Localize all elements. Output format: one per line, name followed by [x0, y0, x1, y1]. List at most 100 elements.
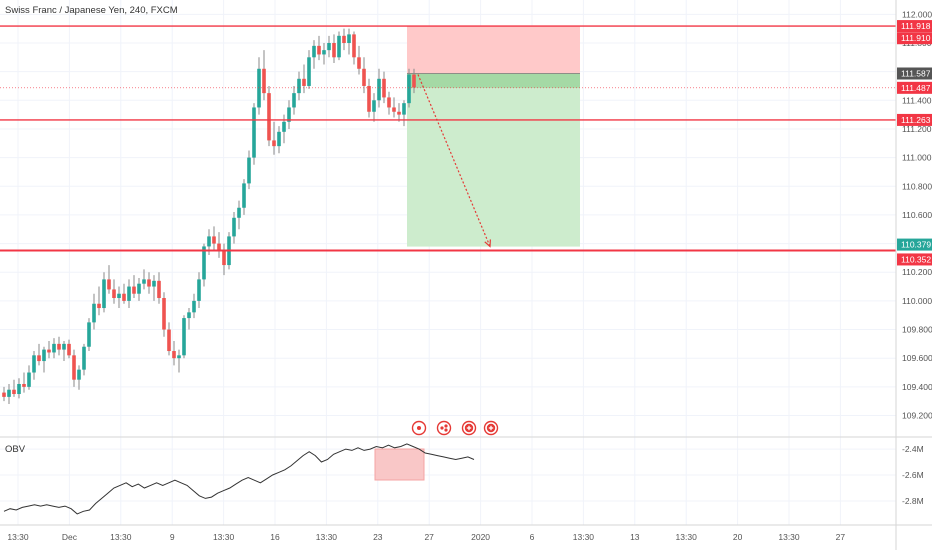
- candle-body: [317, 45, 321, 55]
- replay-toolbar[interactable]: [411, 420, 499, 436]
- obv-tick-label: -2.8M: [902, 496, 924, 506]
- candle-body: [162, 298, 166, 330]
- price-tag-label: 111.487: [901, 83, 931, 93]
- x-tick-label: Dec: [62, 532, 78, 542]
- stop-zone[interactable]: [407, 26, 580, 74]
- candle-body: [67, 343, 71, 356]
- candle-body: [122, 293, 126, 301]
- x-tick-label: 2020: [471, 532, 490, 542]
- obv-indicator: -2.4M -2.6M -2.8M: [0, 443, 924, 515]
- price-tag: 111.587: [897, 67, 932, 80]
- candle-body: [327, 42, 331, 51]
- candle-body: [352, 34, 356, 58]
- candle-body: [267, 93, 271, 141]
- candle-body: [187, 312, 191, 319]
- candle-body: [402, 103, 406, 115]
- candle-body: [52, 343, 56, 353]
- price-tag-box: [897, 253, 932, 266]
- candle-body: [387, 97, 391, 108]
- open-pnl-zone: [407, 73, 580, 88]
- y-tick-label: 111.400: [902, 95, 932, 105]
- candle-body: [242, 183, 246, 208]
- candle-body: [177, 355, 181, 359]
- candle-body: [152, 280, 156, 287]
- candle-body: [182, 318, 186, 356]
- projection-arrow-head: [484, 239, 491, 248]
- time-axis[interactable]: 13:30 Dec 13:30 9 13:30 16 13:30 23 27 2020 6 13:30…: [7, 532, 845, 542]
- obv-tick-label: -2.4M: [902, 444, 924, 454]
- price-tag-label: 110.352: [901, 254, 931, 264]
- candle-body: [302, 78, 306, 86]
- candle-body: [27, 372, 31, 387]
- candle-body: [297, 78, 301, 94]
- y-tick-label: 110.800: [902, 181, 932, 191]
- y-tick-label: 109.600: [902, 353, 932, 363]
- price-tag: 111.910: [897, 32, 932, 45]
- y-tick-label: 110.200: [902, 267, 932, 277]
- y-tick-label: 109.200: [902, 411, 932, 421]
- price-tag-box: [897, 20, 932, 33]
- price-tag-box: [897, 32, 932, 45]
- price-tag: 111.918: [897, 20, 932, 33]
- candle-body: [277, 131, 281, 147]
- position-zones[interactable]: [407, 26, 580, 247]
- x-tick-label: 13:30: [110, 532, 132, 542]
- price-tag: 111.263: [897, 113, 932, 126]
- x-tick-label: 13:30: [7, 532, 29, 542]
- y-tick-label: 111.000: [902, 153, 932, 163]
- candle-body: [12, 389, 16, 395]
- price-tag-box: [897, 238, 932, 251]
- x-tick-label: 27: [424, 532, 434, 542]
- x-tick-label: 20: [733, 532, 743, 542]
- candle-body: [392, 107, 396, 112]
- candle-body: [57, 343, 61, 350]
- candle-body: [247, 157, 251, 184]
- candle-body: [282, 121, 286, 132]
- price-tags: 111.918 111.910 111.587 111.487 111.263 110.3…: [897, 20, 932, 266]
- candle-body: [412, 74, 416, 88]
- price-tag-label: 111.587: [901, 69, 931, 79]
- candle-body: [217, 243, 221, 251]
- candle-body: [372, 100, 376, 112]
- candle-body: [127, 286, 131, 301]
- price-tag-box: [897, 67, 932, 80]
- candle-body: [97, 303, 101, 309]
- y-tick-label: 109.400: [902, 382, 932, 392]
- chart-title: Swiss Franc / Japanese Yen, 240, FXCM: [5, 5, 178, 16]
- x-tick-label: 6: [530, 532, 535, 542]
- price-tag: 110.352: [897, 253, 932, 266]
- candle-body: [377, 78, 381, 101]
- obv-line: [3, 443, 475, 515]
- candle-body: [292, 93, 296, 108]
- candle-body: [342, 35, 346, 43]
- add-icon[interactable]: [483, 420, 499, 436]
- candle-body: [137, 283, 141, 294]
- candle-body: [147, 279, 151, 287]
- projection-arrow[interactable]: [417, 74, 491, 247]
- price-tag-box: [897, 113, 932, 126]
- add-alert-icon[interactable]: [461, 420, 477, 436]
- target-zone[interactable]: [407, 73, 580, 247]
- candle-body: [92, 303, 96, 323]
- price-levels[interactable]: [0, 25, 896, 252]
- candle-body: [82, 346, 86, 370]
- candle-body: [17, 383, 21, 395]
- replay-icon[interactable]: [411, 420, 427, 436]
- candle-body: [142, 279, 146, 284]
- candle-body: [72, 355, 76, 380]
- candle-body: [357, 57, 361, 69]
- replay-options-icon[interactable]: [436, 420, 452, 436]
- candle-body: [237, 207, 241, 218]
- price-tag-box: [897, 81, 932, 94]
- candle-body: [112, 289, 116, 299]
- candle-body: [32, 355, 36, 373]
- candle-body: [207, 236, 211, 247]
- candle-body: [262, 68, 266, 94]
- candle-body: [192, 300, 196, 313]
- x-tick-label: 13:30: [676, 532, 698, 542]
- y-tick-label: 110.000: [902, 296, 932, 306]
- price-tag-label: 110.379: [901, 240, 931, 250]
